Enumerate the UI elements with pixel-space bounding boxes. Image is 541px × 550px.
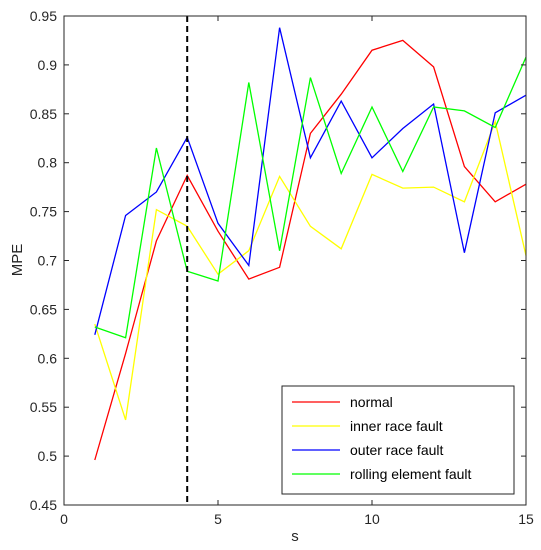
y-tick-label: 0.8 — [38, 155, 58, 171]
x-tick-label: 10 — [364, 511, 380, 527]
y-axis-label: MPE — [9, 244, 26, 277]
x-tick-label: 5 — [214, 511, 222, 527]
y-tick-label: 0.75 — [30, 204, 57, 220]
x-axis-label: s — [291, 528, 299, 545]
y-tick-label: 0.5 — [38, 448, 58, 464]
series-line-1 — [94, 39, 527, 461]
y-tick-label: 0.6 — [38, 350, 58, 366]
x-tick-label: 15 — [518, 511, 534, 527]
legend-label-4: rolling element fault — [350, 466, 472, 482]
series-line-4 — [94, 56, 527, 339]
series-line-3 — [94, 27, 527, 335]
legend: normal inner race fault outer race fault ro… — [281, 385, 515, 495]
tick-layer: 0 5 10 15 0.45 0.5 0.55 0.6 0.65 0.7 0.75 0.8 0.85 0.… — [30, 8, 534, 527]
series-line-2 — [94, 119, 527, 421]
y-tick-label: 0.55 — [30, 399, 57, 415]
legend-box — [281, 385, 515, 495]
y-tick-label: 0.7 — [38, 253, 58, 269]
y-tick-label: 0.45 — [30, 497, 57, 513]
y-tick-label: 0.65 — [30, 301, 57, 317]
legend-label-1: normal — [350, 394, 393, 410]
legend-label-3: outer race fault — [350, 442, 443, 458]
y-tick-label: 0.9 — [38, 57, 58, 73]
legend-label-2: inner race fault — [350, 418, 443, 434]
y-tick-label: 0.95 — [30, 8, 57, 24]
x-tick-label: 0 — [60, 511, 68, 527]
y-tick-label: 0.85 — [30, 106, 57, 122]
series-layer — [94, 27, 527, 461]
